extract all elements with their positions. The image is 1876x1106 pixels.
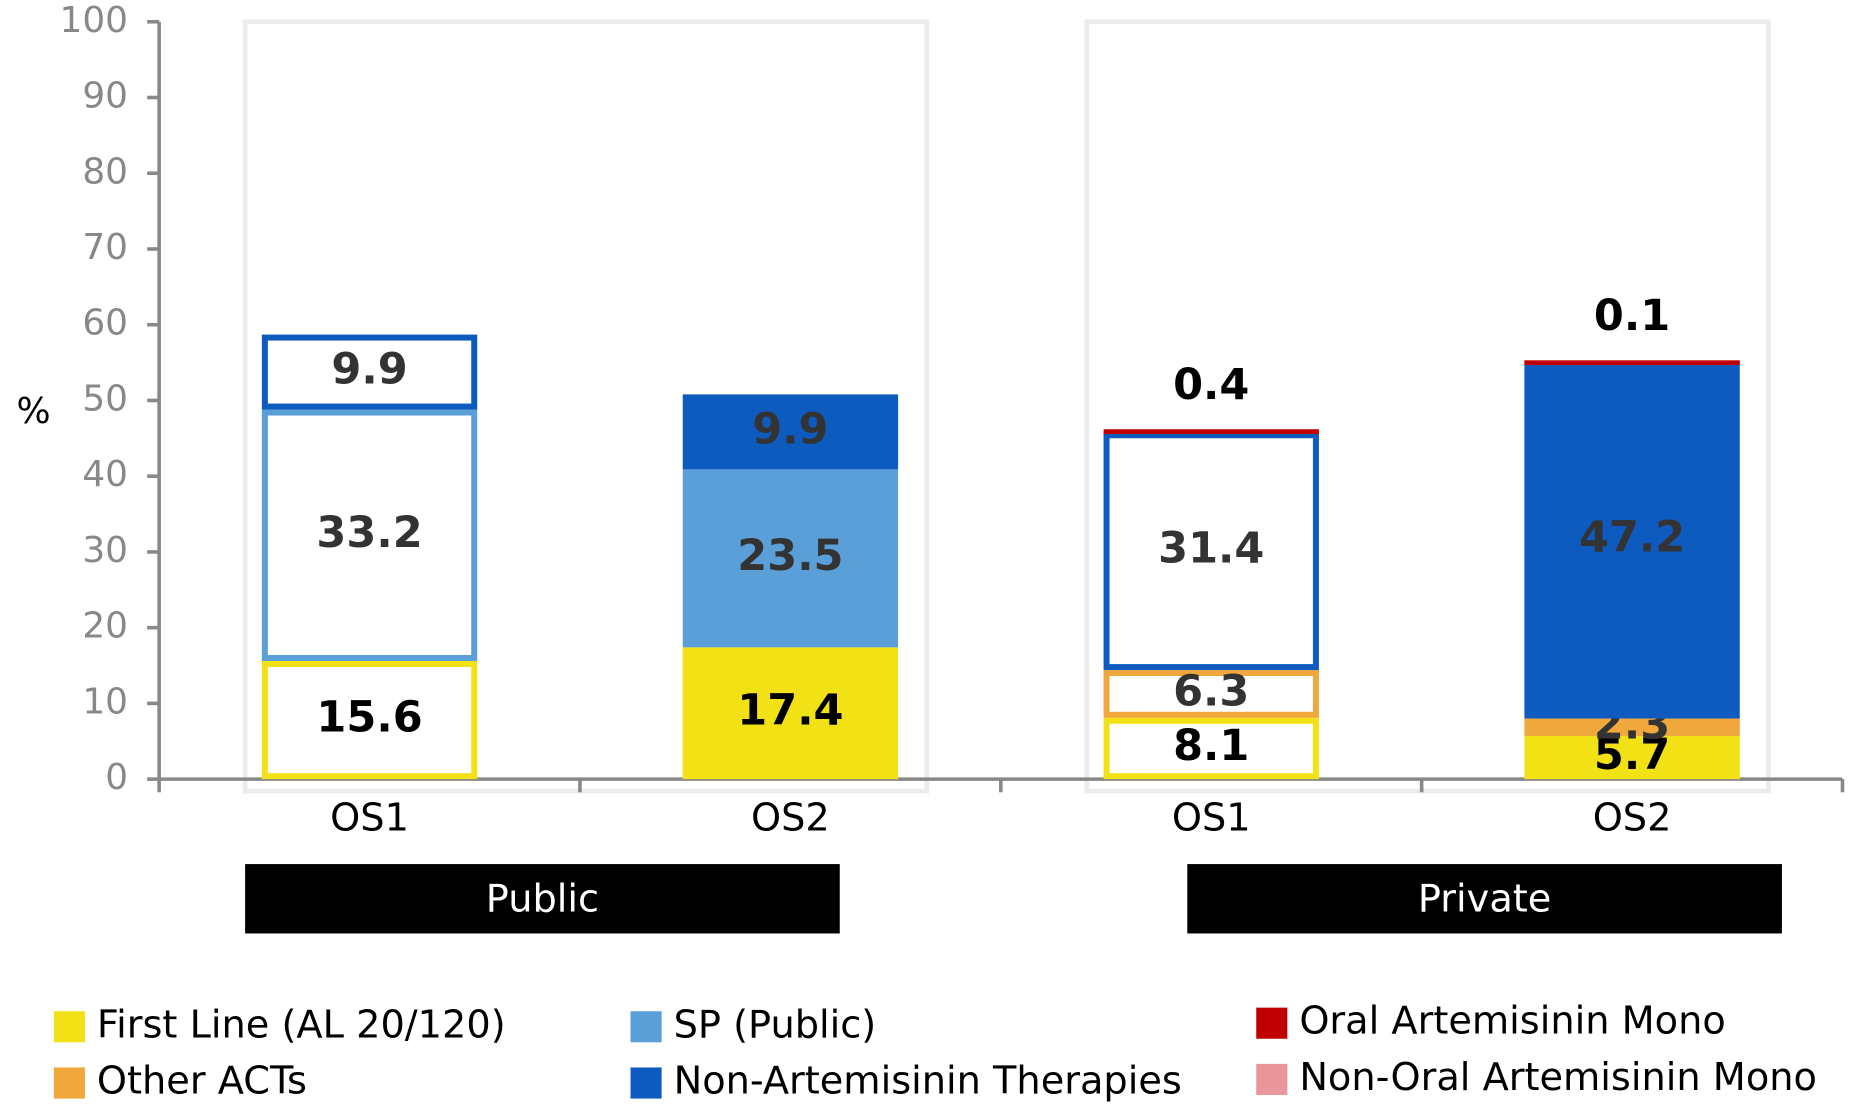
x-tick-label: OS2: [751, 795, 830, 840]
legend-label: Non-Artemisinin Therapies: [674, 1059, 1182, 1104]
y-tick-label: 20: [82, 606, 128, 647]
y-tick-label: 70: [82, 227, 128, 268]
value-label: 9.9: [752, 404, 828, 454]
value-label: 9.9: [331, 345, 407, 395]
group-label-box: [1187, 864, 1782, 934]
y-tick-label: 90: [82, 76, 128, 117]
y-tick-label: 30: [82, 530, 128, 571]
bar-segment: [261, 409, 478, 661]
y-tick-label: 50: [82, 378, 128, 419]
bar-segment: [682, 647, 899, 780]
y-axis-label: %: [16, 391, 50, 432]
y-tick-label: 40: [82, 454, 128, 495]
group-label: Private: [1418, 877, 1551, 922]
value-label: 0.1: [1594, 291, 1670, 341]
value-label: 6.3: [1173, 666, 1249, 716]
y-tick-label: 100: [60, 0, 128, 41]
legend-swatch: [630, 1011, 662, 1043]
x-tick-label: OS1: [1172, 795, 1251, 840]
value-label: 8.1: [1173, 721, 1249, 771]
bar-segment: [1103, 432, 1319, 671]
value-label: 0.4: [1173, 360, 1249, 410]
bar-segment: [261, 334, 478, 410]
bar-segment: [682, 469, 899, 648]
y-tick-label: 80: [82, 151, 128, 192]
bar-segment: [1524, 735, 1740, 780]
bar-segment: [1103, 717, 1319, 780]
legend-label: Oral Artemisinin Mono: [1299, 999, 1725, 1044]
group-frame: [1084, 19, 1771, 794]
y-tick-label: 10: [82, 681, 128, 722]
bar-segment: [1103, 670, 1319, 718]
value-label: 47.2: [1579, 512, 1685, 562]
legend-label: Other ACTs: [97, 1059, 307, 1104]
bar-segment: [682, 394, 899, 470]
value-label: 17.4: [737, 686, 843, 736]
bar-segment: [261, 660, 478, 780]
x-tick-label: OS2: [1593, 795, 1672, 840]
x-tick-label: OS1: [330, 795, 409, 840]
bar-segment: [1524, 360, 1740, 366]
legend-label: First Line (AL 20/120): [97, 1002, 506, 1047]
legend-swatch: [53, 1067, 85, 1099]
value-label: 23.5: [737, 531, 843, 581]
value-label: 15.6: [316, 693, 422, 743]
legend-label: Non-Oral Artemisinin Mono: [1299, 1055, 1817, 1100]
group-label: Public: [486, 877, 599, 922]
legend-swatch: [1256, 1063, 1288, 1095]
value-label: 33.2: [316, 508, 422, 558]
bar-segment: [1524, 718, 1740, 736]
group-frame: [242, 19, 930, 794]
legend-swatch: [630, 1067, 662, 1099]
value-label: 5.7: [1594, 730, 1670, 780]
y-tick-label: 60: [82, 303, 128, 344]
legend-swatch: [1256, 1007, 1288, 1039]
y-tick-label: 0: [105, 757, 128, 798]
legend-label: SP (Public): [674, 1002, 877, 1047]
legend-swatch: [53, 1011, 85, 1043]
group-label-box: [245, 864, 840, 934]
value-label: 31.4: [1158, 524, 1264, 574]
bar-segment: [1103, 429, 1319, 435]
bar-segment: [1524, 361, 1740, 719]
